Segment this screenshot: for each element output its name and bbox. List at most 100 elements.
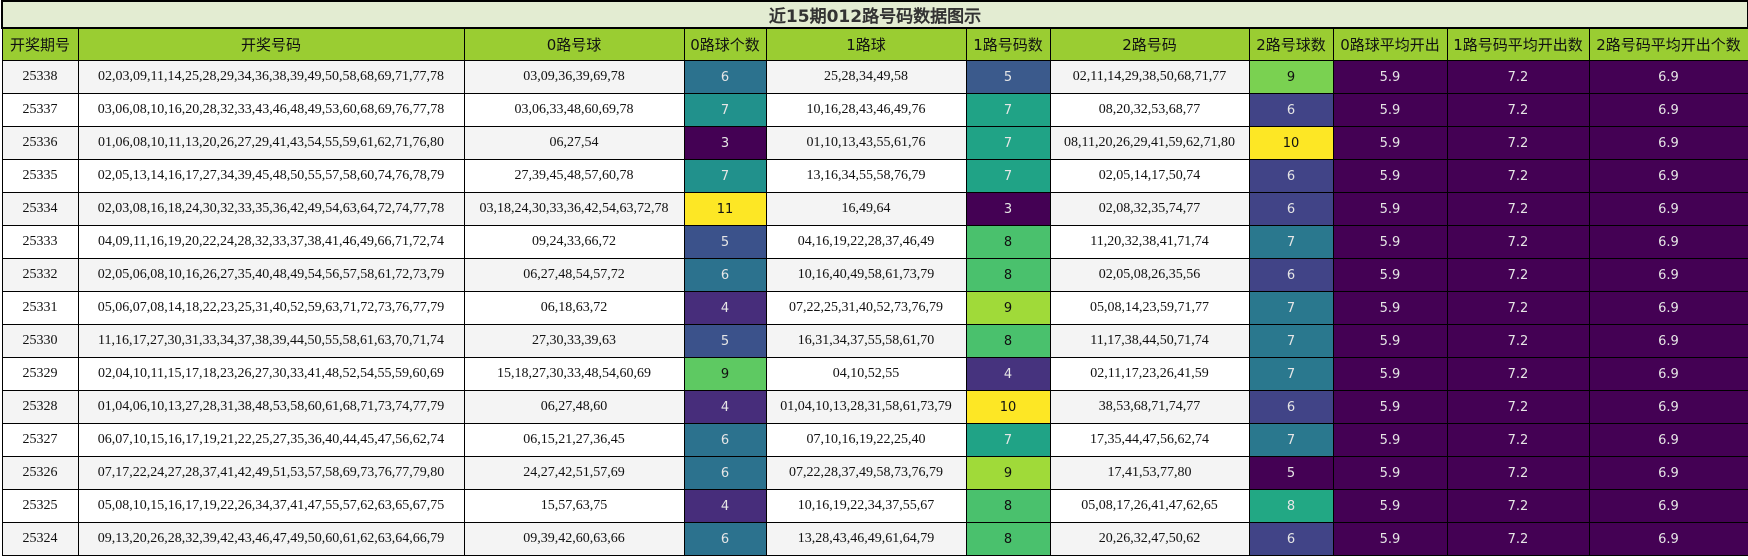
road2-avg-cell: 6.9: [1588, 225, 1748, 259]
road0-count-cell: 7: [683, 93, 767, 127]
road1-count-cell: 8: [965, 522, 1051, 556]
road2-balls-cell: 11,20,32,38,41,71,74: [1049, 225, 1250, 259]
road1-balls-cell: 07,22,28,37,49,58,73,76,79: [765, 456, 967, 490]
road2-avg-cell: 6.9: [1588, 390, 1748, 424]
table-row: 25324 09,13,20,26,28,32,39,42,43,46,47,49…: [1, 522, 1748, 556]
numbers-cell: 11,16,17,27,30,31,33,34,37,38,39,44,50,5…: [77, 324, 465, 358]
numbers-cell: 05,08,10,15,16,17,19,22,26,34,37,41,47,5…: [77, 489, 465, 523]
road0-count-cell: 5: [683, 324, 767, 358]
numbers-cell: 04,09,11,16,19,20,22,24,28,32,33,37,38,4…: [77, 225, 465, 259]
road2-balls-cell: 02,11,17,23,26,41,59: [1049, 357, 1250, 391]
road1-count-cell: 7: [965, 423, 1051, 457]
road1-count-cell: 7: [965, 126, 1051, 160]
road2-count-cell: 7: [1248, 357, 1334, 391]
numbers-cell: 03,06,08,10,16,20,28,32,33,43,46,48,49,5…: [77, 93, 465, 127]
road0-avg-cell: 5.9: [1332, 291, 1448, 325]
numbers-cell: 07,17,22,24,27,28,37,41,42,49,51,53,57,5…: [77, 456, 465, 490]
numbers-cell: 02,03,09,11,14,25,28,29,34,36,38,39,49,5…: [77, 60, 465, 94]
road1-avg-cell: 7.2: [1446, 258, 1590, 292]
issue-cell: 25329: [1, 357, 79, 391]
road0-avg-cell: 5.9: [1332, 192, 1448, 226]
road2-avg-cell: 6.9: [1588, 522, 1748, 556]
road0-count-cell: 3: [683, 126, 767, 160]
col-header-issue: 开奖期号: [1, 27, 79, 61]
road1-balls-cell: 10,16,28,43,46,49,76: [765, 93, 967, 127]
road1-avg-cell: 7.2: [1446, 456, 1590, 490]
table-row: 25330 11,16,17,27,30,31,33,34,37,38,39,44…: [1, 324, 1748, 358]
table-row: 25327 06,07,10,15,16,17,19,21,22,25,27,35…: [1, 423, 1748, 457]
road1-count-cell: 8: [965, 258, 1051, 292]
road1-count-cell: 10: [965, 390, 1051, 424]
road2-avg-cell: 6.9: [1588, 456, 1748, 490]
road2-balls-cell: 08,20,32,53,68,77: [1049, 93, 1250, 127]
col-header-road0-balls: 0路号球: [463, 27, 685, 61]
road0-balls-cell: 15,18,27,30,33,48,54,60,69: [463, 357, 685, 391]
road0-avg-cell: 5.9: [1332, 225, 1448, 259]
road1-avg-cell: 7.2: [1446, 225, 1590, 259]
road2-avg-cell: 6.9: [1588, 489, 1748, 523]
road2-count-cell: 6: [1248, 390, 1334, 424]
road0-avg-cell: 5.9: [1332, 324, 1448, 358]
road0-count-cell: 6: [683, 456, 767, 490]
col-header-road0-count: 0路球个数: [683, 27, 767, 61]
road1-count-cell: 4: [965, 357, 1051, 391]
road2-balls-cell: 02,05,14,17,50,74: [1049, 159, 1250, 193]
road2-count-cell: 9: [1248, 60, 1334, 94]
road0-avg-cell: 5.9: [1332, 93, 1448, 127]
road0-balls-cell: 27,30,33,39,63: [463, 324, 685, 358]
road1-avg-cell: 7.2: [1446, 357, 1590, 391]
table-row: 25338 02,03,09,11,14,25,28,29,34,36,38,39…: [1, 60, 1748, 94]
issue-cell: 25336: [1, 126, 79, 160]
road0-balls-cell: 06,15,21,27,36,45: [463, 423, 685, 457]
col-header-road1-count: 1路号码数: [965, 27, 1051, 61]
road1-count-cell: 7: [965, 159, 1051, 193]
table-title: 近15期012路号码数据图示: [1, 0, 1748, 29]
road2-count-cell: 10: [1248, 126, 1334, 160]
road2-balls-cell: 02,08,32,35,74,77: [1049, 192, 1250, 226]
road0-avg-cell: 5.9: [1332, 423, 1448, 457]
road1-avg-cell: 7.2: [1446, 291, 1590, 325]
numbers-cell: 02,04,10,11,15,17,18,23,26,27,30,33,41,4…: [77, 357, 465, 391]
road2-avg-cell: 6.9: [1588, 291, 1748, 325]
road0-avg-cell: 5.9: [1332, 258, 1448, 292]
road2-balls-cell: 02,05,08,26,35,56: [1049, 258, 1250, 292]
numbers-cell: 06,07,10,15,16,17,19,21,22,25,27,35,36,4…: [77, 423, 465, 457]
road1-avg-cell: 7.2: [1446, 522, 1590, 556]
col-header-road2-balls: 2路号码: [1049, 27, 1250, 61]
road0-balls-cell: 06,27,48,54,57,72: [463, 258, 685, 292]
road1-balls-cell: 16,31,34,37,55,58,61,70: [765, 324, 967, 358]
road0-avg-cell: 5.9: [1332, 522, 1448, 556]
numbers-cell: 05,06,07,08,14,18,22,23,25,31,40,52,59,6…: [77, 291, 465, 325]
road0-count-cell: 5: [683, 225, 767, 259]
issue-cell: 25324: [1, 522, 79, 556]
road2-balls-cell: 38,53,68,71,74,77: [1049, 390, 1250, 424]
road2-avg-cell: 6.9: [1588, 357, 1748, 391]
road0-avg-cell: 5.9: [1332, 456, 1448, 490]
issue-cell: 25328: [1, 390, 79, 424]
table-row: 25328 01,04,06,10,13,27,28,31,38,48,53,58…: [1, 390, 1748, 424]
road2-balls-cell: 05,08,17,26,41,47,62,65: [1049, 489, 1250, 523]
road0-count-cell: 4: [683, 489, 767, 523]
issue-cell: 25325: [1, 489, 79, 523]
road0-balls-cell: 09,39,42,60,63,66: [463, 522, 685, 556]
issue-cell: 25334: [1, 192, 79, 226]
table-body: 25338 02,03,09,11,14,25,28,29,34,36,38,39…: [1, 60, 1748, 556]
road1-balls-cell: 10,16,40,49,58,61,73,79: [765, 258, 967, 292]
road1-balls-cell: 10,16,19,22,34,37,55,67: [765, 489, 967, 523]
road0-balls-cell: 06,18,63,72: [463, 291, 685, 325]
numbers-cell: 02,05,06,08,10,16,26,27,35,40,48,49,54,5…: [77, 258, 465, 292]
road1-balls-cell: 13,16,34,55,58,76,79: [765, 159, 967, 193]
road1-balls-cell: 01,04,10,13,28,31,58,61,73,79: [765, 390, 967, 424]
table-row: 25337 03,06,08,10,16,20,28,32,33,43,46,48…: [1, 93, 1748, 127]
road2-avg-cell: 6.9: [1588, 159, 1748, 193]
road2-balls-cell: 17,35,44,47,56,62,74: [1049, 423, 1250, 457]
numbers-cell: 01,06,08,10,11,13,20,26,27,29,41,43,54,5…: [77, 126, 465, 160]
header-row: 开奖期号 开奖号码 0路号球 0路球个数 1路球 1路号码数 2路号码 2路号球…: [1, 27, 1748, 61]
road0-balls-cell: 06,27,48,60: [463, 390, 685, 424]
issue-cell: 25327: [1, 423, 79, 457]
road1-avg-cell: 7.2: [1446, 324, 1590, 358]
road1-avg-cell: 7.2: [1446, 423, 1590, 457]
road2-count-cell: 7: [1248, 324, 1334, 358]
road2-avg-cell: 6.9: [1588, 126, 1748, 160]
